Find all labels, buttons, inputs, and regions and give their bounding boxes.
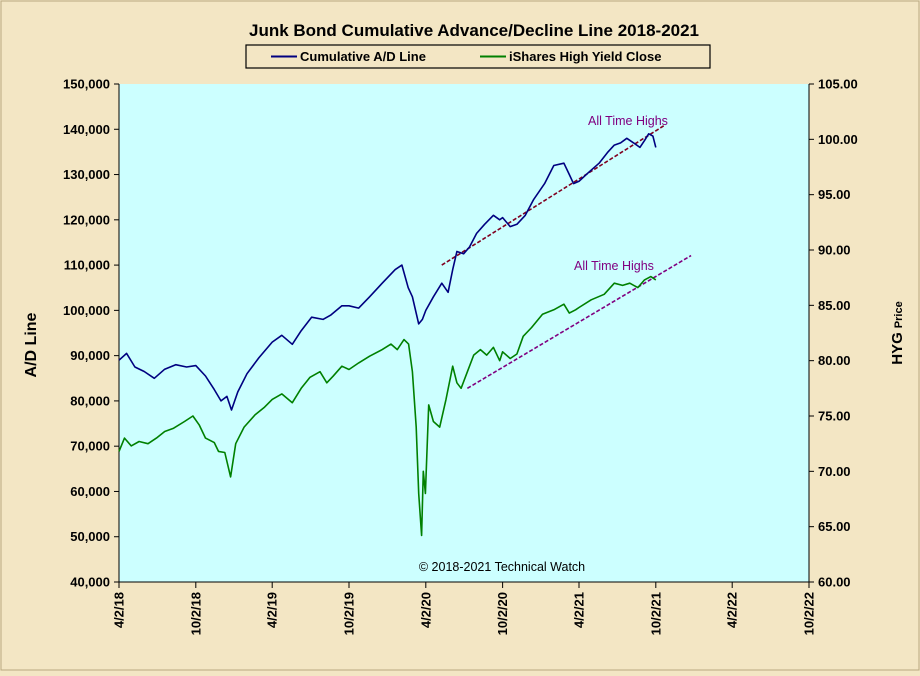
x-tick-label: 10/2/20 — [495, 592, 510, 635]
x-tick-label: 10/2/18 — [188, 592, 203, 635]
left-tick-label: 100,000 — [63, 303, 110, 318]
left-tick-label: 110,000 — [64, 258, 110, 273]
right-tick-label: 75.00 — [818, 409, 851, 424]
left-tick-label: 150,000 — [63, 77, 110, 92]
right-tick-label: 100.00 — [818, 132, 858, 147]
right-tick-label: 90.00 — [818, 243, 851, 258]
series-line-ad — [118, 133, 657, 411]
left-tick-label: 40,000 — [70, 575, 110, 590]
annotation-ath-ad: All Time Highs — [588, 114, 668, 128]
trendline-left — [441, 124, 666, 266]
right-axis-label-main: HYG — [889, 332, 906, 365]
right-axis-label-small: Price — [893, 301, 905, 328]
x-tick-label: 4/2/18 — [112, 592, 127, 628]
annotation-ath-hyg: All Time Highs — [574, 259, 654, 273]
x-tick-label: 4/2/20 — [418, 592, 433, 628]
right-tick-label: 105.00 — [818, 77, 858, 92]
x-tick-label: 10/2/19 — [342, 592, 357, 635]
right-axis-label: HYG Price — [889, 301, 906, 364]
x-tick-label: 10/2/22 — [802, 592, 817, 635]
left-tick-label: 60,000 — [70, 484, 110, 499]
left-tick-label: 140,000 — [63, 122, 110, 137]
right-tick-label: 70.00 — [818, 464, 851, 479]
right-tick-label: 80.00 — [818, 353, 851, 368]
series-line-hyg — [118, 275, 657, 537]
left-tick-label: 80,000 — [70, 393, 110, 408]
legend-label-hyg: iShares High Yield Close — [509, 49, 661, 64]
legend-box — [245, 44, 711, 69]
legend-label-ad-line: Cumulative A/D Line — [300, 49, 426, 64]
plot-area — [119, 84, 809, 582]
left-tick-label: 90,000 — [70, 348, 110, 363]
copyright-text: © 2018-2021 Technical Watch — [419, 560, 585, 574]
chart-title: Junk Bond Cumulative Advance/Decline Lin… — [249, 21, 699, 40]
left-tick-label: 120,000 — [63, 212, 110, 227]
legend: Cumulative A/D Line iShares High Yield C… — [245, 44, 711, 69]
series-lines — [118, 133, 657, 537]
right-tick-label: 85.00 — [818, 298, 851, 313]
left-axis-label: A/D Line — [23, 312, 40, 377]
right-tick-label: 60.00 — [818, 575, 851, 590]
left-tick-label: 130,000 — [63, 167, 110, 182]
left-tick-label: 50,000 — [70, 529, 110, 544]
x-tick-label: 4/2/19 — [265, 592, 280, 628]
x-tick-label: 4/2/21 — [572, 592, 587, 628]
x-tick-label: 10/2/21 — [648, 592, 663, 635]
right-tick-label: 95.00 — [818, 187, 851, 202]
right-tick-label: 65.00 — [818, 519, 851, 534]
x-tick-label: 4/2/22 — [725, 592, 740, 628]
left-tick-label: 70,000 — [70, 439, 110, 454]
axes: 40,000 50,000 60,000 70,000 80,000 90,000 100,… — [63, 77, 858, 636]
